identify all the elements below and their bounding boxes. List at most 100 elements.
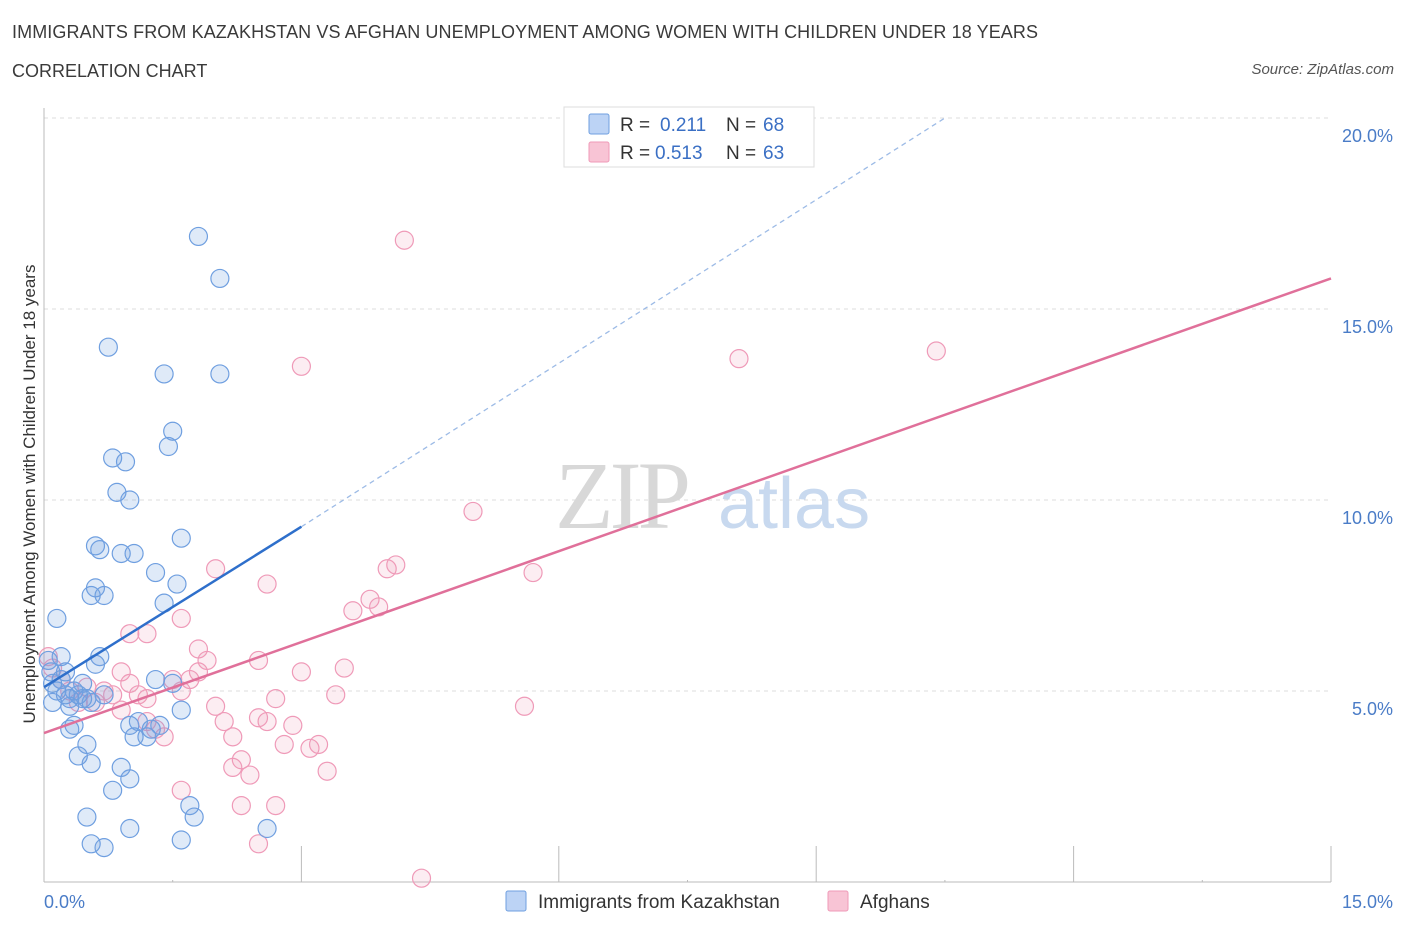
afghans-point-19 xyxy=(206,696,226,716)
afghans-point-26 xyxy=(266,689,286,709)
legend-n-label-2: N = xyxy=(726,143,756,164)
kazakhstan-point-42 xyxy=(77,807,97,827)
afghans-point-29 xyxy=(291,662,311,682)
kazakhstan-point-54 xyxy=(210,268,230,289)
afghans-point-32 xyxy=(317,761,337,781)
kazakhstan-trend-line xyxy=(43,525,303,689)
kazakhstan-points xyxy=(38,226,277,858)
kazakhstan-point-43 xyxy=(81,834,101,854)
chart-subtitle: CORRELATION CHART xyxy=(12,61,208,81)
kazakhstan-point-56 xyxy=(98,337,118,357)
afghans-point-47 xyxy=(248,708,269,728)
bottom-legend-swatch-pink xyxy=(827,890,849,912)
kazakhstan-point-30 xyxy=(90,540,110,560)
kazakhstan-point-0 xyxy=(38,650,58,671)
afghans-point-23 xyxy=(240,765,260,785)
watermark-zip: ZIP xyxy=(555,442,688,549)
y-tick-label-1: 10.0% xyxy=(1342,508,1393,528)
kazakhstan-point-60 xyxy=(145,562,166,583)
kazakhstan-point-22 xyxy=(103,448,123,468)
legend-r-value-2: 0.513 xyxy=(655,143,703,164)
kazakhstan-point-27 xyxy=(124,543,144,564)
afghans-point-45 xyxy=(111,662,131,682)
kazakhstan-point-19 xyxy=(81,753,101,774)
afghans-point-52 xyxy=(266,795,286,816)
kazakhstan-point-67 xyxy=(81,692,101,713)
kazakhstan-point-47 xyxy=(180,795,200,816)
afghans-point-21 xyxy=(223,727,243,747)
afghans-point-31 xyxy=(308,734,329,755)
legend-r-value-1: 0.211 xyxy=(660,115,706,136)
afghans-point-28 xyxy=(283,715,303,735)
legend-n-value-2: 63 xyxy=(763,143,784,164)
legend-n-label-1: N = xyxy=(726,115,756,136)
afghans-point-27 xyxy=(274,734,294,755)
afghans-point-53 xyxy=(291,356,311,376)
legend-swatch-blue xyxy=(588,113,610,135)
afghans-point-57 xyxy=(514,696,535,716)
watermark: ZIP atlas xyxy=(555,442,870,549)
kazakhstan-point-57 xyxy=(167,574,187,594)
bottom-legend-label-2: Afghans xyxy=(860,892,930,913)
kazakhstan-point-62 xyxy=(171,700,191,720)
kazakhstan-point-53 xyxy=(188,226,209,247)
afghans-point-48 xyxy=(223,757,243,778)
kazakhstan-point-45 xyxy=(120,818,140,839)
watermark-atlas: atlas xyxy=(718,464,870,544)
kazakhstan-point-37 xyxy=(145,669,166,690)
afghans-point-40 xyxy=(206,559,226,579)
chart-title: IMMIGRANTS FROM KAZAKHSTAN VS AFGHAN UNE… xyxy=(12,22,1039,42)
y-axis-label: Unemployment Among Women with Children U… xyxy=(20,265,39,724)
afghans-trend-line xyxy=(43,277,1332,735)
kazakhstan-point-49 xyxy=(257,818,277,839)
kazakhstan-point-58 xyxy=(171,528,191,548)
source-label: Source: ZipAtlas.com xyxy=(1251,61,1394,78)
kazakhstan-point-66 xyxy=(60,696,80,716)
afghans-point-49 xyxy=(171,780,191,800)
x-tick-label-0: 0.0% xyxy=(44,892,85,912)
afghans-point-46 xyxy=(188,639,209,659)
bottom-legend-swatch-blue xyxy=(505,890,527,912)
x-tick-marks xyxy=(43,846,1332,882)
afghans-point-34 xyxy=(334,658,354,678)
legend-n-value-1: 68 xyxy=(763,115,784,136)
afghans-points xyxy=(38,230,946,888)
bottom-legend-label-1: Immigrants from Kazakhstan xyxy=(538,892,780,913)
y-tick-label-3: 20.0% xyxy=(1342,126,1393,146)
afghans-point-58 xyxy=(729,349,749,369)
afghans-point-41 xyxy=(257,574,277,594)
afghans-point-55 xyxy=(463,501,483,522)
kazakhstan-point-52 xyxy=(158,436,179,457)
kazakhstan-trend-extension xyxy=(301,117,946,528)
y-tick-label-2: 15.0% xyxy=(1342,317,1393,337)
bottom-legend: Immigrants from Kazakhstan Afghans xyxy=(505,890,930,913)
kazakhstan-point-31 xyxy=(85,578,106,598)
kazakhstan-point-40 xyxy=(120,769,140,789)
kazakhstan-point-46 xyxy=(171,830,191,850)
legend-swatch-pink xyxy=(588,141,610,163)
afghans-point-35 xyxy=(343,601,363,621)
legend-r-label-1: R = xyxy=(620,115,650,136)
top-legend: R = 0.211 N = 68 R = 0.513 N = 63 xyxy=(563,106,815,168)
kazakhstan-point-44 xyxy=(94,838,114,858)
afghans-point-20 xyxy=(214,711,234,732)
afghans-point-59 xyxy=(926,341,946,361)
kazakhstan-point-23 xyxy=(115,452,136,472)
afghans-point-60 xyxy=(411,868,432,888)
afghans-point-33 xyxy=(326,685,346,705)
kazakhstan-point-48 xyxy=(184,807,204,827)
trend-lines xyxy=(43,117,1332,735)
kazakhstan-point-55 xyxy=(210,364,230,384)
kazakhstan-point-51 xyxy=(163,421,183,441)
y-tick-label-0: 5.0% xyxy=(1352,699,1393,719)
kazakhstan-point-18 xyxy=(77,734,97,755)
afghans-point-51 xyxy=(248,834,269,854)
afghans-point-39 xyxy=(386,555,406,575)
x-tick-label-15: 15.0% xyxy=(1342,892,1393,912)
y-tick-labels: 5.0% 10.0% 15.0% 20.0% xyxy=(1342,126,1393,719)
kazakhstan-point-14 xyxy=(51,647,71,667)
kazakhstan-point-64 xyxy=(73,673,93,693)
kazakhstan-point-13 xyxy=(47,608,67,629)
kazakhstan-point-6 xyxy=(42,692,63,713)
